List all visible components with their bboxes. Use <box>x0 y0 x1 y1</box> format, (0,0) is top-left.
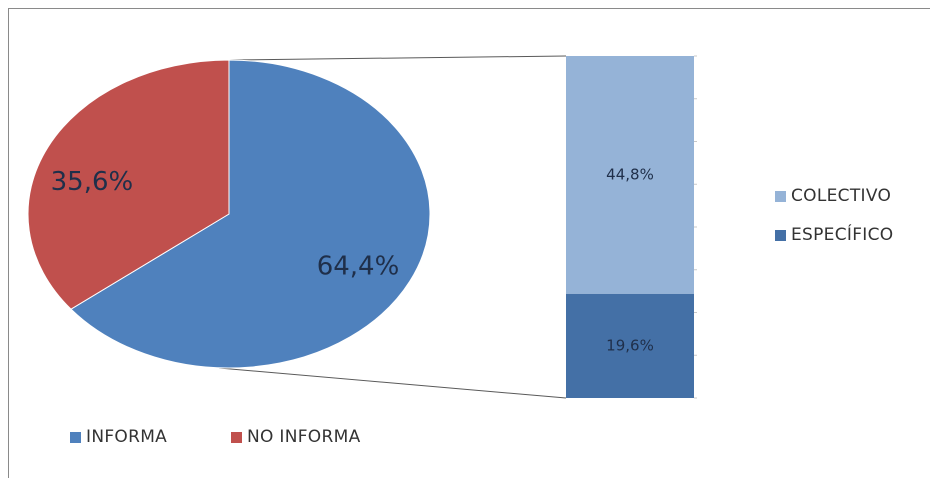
legend-item-no-informa: NO INFORMA <box>231 427 361 447</box>
legend-item-colectivo: COLECTIVO <box>775 186 891 206</box>
bar-label-especifico: 19,6% <box>606 336 654 354</box>
legend-label-especifico: ESPECÍFICO <box>791 225 894 245</box>
legend-item-especifico: ESPECÍFICO <box>775 225 893 245</box>
legend-swatch-especifico <box>775 229 786 241</box>
legend-label-informa: INFORMA <box>86 427 168 447</box>
connector-line-bottom <box>218 367 567 399</box>
bar-label-colectivo: 44,8% <box>606 165 654 183</box>
legend-item-informa: INFORMA <box>70 427 167 447</box>
legend-swatch-no-informa <box>231 431 242 443</box>
connector-line-top <box>228 55 567 61</box>
stacked-bar: 44,8% 19,6% <box>566 55 697 399</box>
pie-label-no-informa: 35,6% <box>51 167 134 197</box>
connector-lines <box>218 55 567 399</box>
legend-swatch-informa <box>70 431 81 443</box>
legend-swatch-colectivo <box>775 190 786 202</box>
pie-slice-no-informa <box>27 59 230 310</box>
bar-segment-colectivo <box>566 56 694 294</box>
legend-label-no-informa: NO INFORMA <box>247 427 361 447</box>
pie-label-informa: 64,4% <box>317 252 400 282</box>
chart-frame <box>8 8 930 478</box>
pie-slice-informa <box>70 59 431 369</box>
pie: 64,4% 35,6% <box>27 59 431 369</box>
bar-segment-especifico <box>566 293 694 398</box>
legend-label-colectivo: COLECTIVO <box>791 186 892 206</box>
